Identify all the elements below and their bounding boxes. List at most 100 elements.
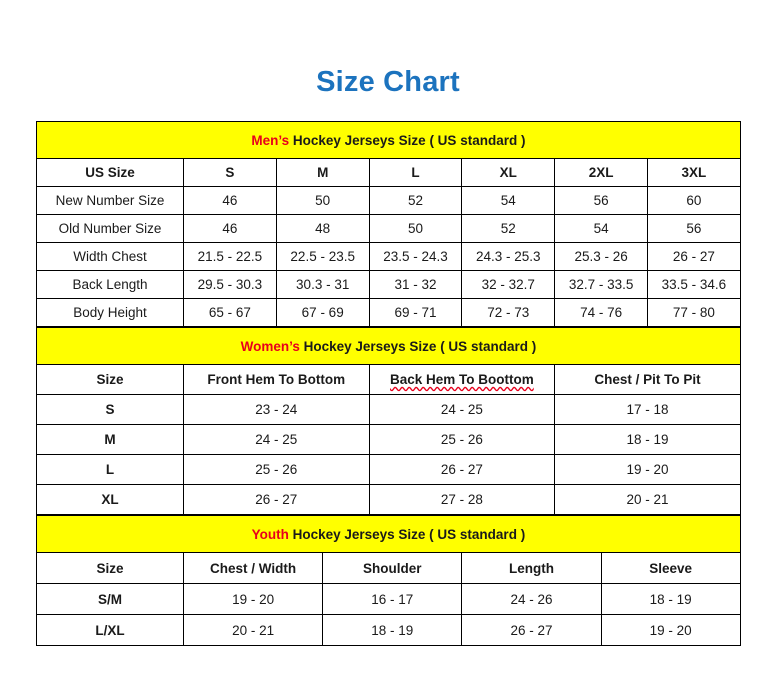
womens-cell: 23 - 24 <box>183 394 370 425</box>
size-tables-container: Men’s Hockey Jerseys Size ( US standard … <box>36 121 741 646</box>
mens-header-4: XL <box>461 158 556 187</box>
youth-row-label: S/M <box>36 583 184 615</box>
mens-cell: 26 - 27 <box>646 242 741 271</box>
mens-cell: 52 <box>368 186 463 215</box>
mens-cell: 50 <box>275 186 370 215</box>
mens-cell: 56 <box>554 186 648 215</box>
mens-cell: 21.5 - 22.5 <box>183 242 277 271</box>
mens-header-row: US Size S M L XL 2XL 3XL <box>36 158 741 187</box>
youth-cell: 19 - 20 <box>600 614 741 646</box>
mens-header-6: 3XL <box>646 158 741 187</box>
mens-row-label: Back Length <box>36 270 184 299</box>
womens-cell: 24 - 25 <box>183 424 370 455</box>
table-row: M 24 - 25 25 - 26 18 - 19 <box>36 424 741 455</box>
youth-cell: 18 - 19 <box>600 583 741 615</box>
mens-cell: 25.3 - 26 <box>554 242 648 271</box>
mens-cell: 29.5 - 30.3 <box>183 270 277 299</box>
youth-header-row: Size Chest / Width Shoulder Length Sleev… <box>36 552 741 584</box>
mens-banner-cell: Men’s Hockey Jerseys Size ( US standard … <box>36 121 741 159</box>
youth-header-2: Shoulder <box>322 552 463 584</box>
mens-cell: 46 <box>183 214 277 243</box>
womens-cell: 26 - 27 <box>368 454 556 485</box>
mens-cell: 46 <box>183 186 277 215</box>
youth-banner-row: Youth Hockey Jerseys Size ( US standard … <box>36 515 741 553</box>
mens-row-label: Width Chest <box>36 242 184 271</box>
mens-cell: 60 <box>646 186 741 215</box>
youth-banner-cell: Youth Hockey Jerseys Size ( US standard … <box>36 515 741 553</box>
youth-cell: 16 - 17 <box>322 583 463 615</box>
womens-cell: 25 - 26 <box>183 454 370 485</box>
womens-cell: 18 - 19 <box>554 424 741 455</box>
womens-header-2: Back Hem To Boottom <box>368 364 556 395</box>
mens-size-table: Men’s Hockey Jerseys Size ( US standard … <box>36 121 741 327</box>
youth-cell: 20 - 21 <box>182 614 324 646</box>
mens-banner-row: Men’s Hockey Jerseys Size ( US standard … <box>36 121 741 159</box>
table-row: Back Length 29.5 - 30.3 30.3 - 31 31 - 3… <box>36 270 741 299</box>
womens-cell: 25 - 26 <box>368 424 556 455</box>
womens-banner-accent: Women’s <box>240 338 300 354</box>
womens-header-0: Size <box>36 364 184 395</box>
youth-header-1: Chest / Width <box>182 552 324 584</box>
mens-header-1: S <box>183 158 277 187</box>
womens-banner-row: Women’s Hockey Jerseys Size ( US standar… <box>36 327 741 365</box>
mens-banner-rest: Hockey Jerseys Size ( US standard ) <box>289 132 526 148</box>
womens-row-label: M <box>36 424 184 455</box>
table-row: L/XL 20 - 21 18 - 19 26 - 27 19 - 20 <box>36 614 741 646</box>
youth-size-table: Youth Hockey Jerseys Size ( US standard … <box>36 515 741 646</box>
mens-cell: 30.3 - 31 <box>275 270 370 299</box>
womens-cell: 26 - 27 <box>183 484 370 515</box>
mens-row-label: New Number Size <box>36 186 184 215</box>
youth-banner-accent: Youth <box>251 526 289 542</box>
mens-cell: 23.5 - 24.3 <box>368 242 463 271</box>
youth-header-4: Sleeve <box>600 552 741 584</box>
mens-header-3: L <box>368 158 463 187</box>
womens-header-3: Chest / Pit To Pit <box>554 364 741 395</box>
womens-row-label: XL <box>36 484 184 515</box>
youth-banner-rest: Hockey Jerseys Size ( US standard ) <box>288 526 526 542</box>
youth-cell: 26 - 27 <box>461 614 602 646</box>
youth-cell: 19 - 20 <box>182 583 324 615</box>
mens-banner-accent: Men’s <box>251 132 290 148</box>
youth-header-3: Length <box>461 552 602 584</box>
mens-header-0: US Size <box>36 158 184 187</box>
mens-cell: 52 <box>461 214 556 243</box>
youth-row-label: L/XL <box>36 614 184 646</box>
mens-cell: 56 <box>646 214 741 243</box>
womens-banner-cell: Women’s Hockey Jerseys Size ( US standar… <box>36 327 741 365</box>
mens-row-label: Body Height <box>36 298 184 327</box>
womens-size-table: Women’s Hockey Jerseys Size ( US standar… <box>36 327 741 515</box>
womens-header-row: Size Front Hem To Bottom Back Hem To Boo… <box>36 364 741 395</box>
mens-cell: 67 - 69 <box>275 298 370 327</box>
mens-header-2: M <box>275 158 370 187</box>
womens-header-2-text: Back Hem To Boottom <box>390 372 534 387</box>
mens-cell: 69 - 71 <box>368 298 463 327</box>
womens-row-label: S <box>36 394 184 425</box>
mens-cell: 65 - 67 <box>183 298 277 327</box>
table-row: S/M 19 - 20 16 - 17 24 - 26 18 - 19 <box>36 583 741 615</box>
mens-cell: 32 - 32.7 <box>461 270 556 299</box>
mens-cell: 50 <box>368 214 463 243</box>
table-row: S 23 - 24 24 - 25 17 - 18 <box>36 394 741 425</box>
table-row: Body Height 65 - 67 67 - 69 69 - 71 72 -… <box>36 298 741 327</box>
mens-cell: 48 <box>275 214 370 243</box>
mens-header-5: 2XL <box>554 158 648 187</box>
womens-cell: 24 - 25 <box>368 394 556 425</box>
table-row: L 25 - 26 26 - 27 19 - 20 <box>36 454 741 485</box>
mens-cell: 77 - 80 <box>646 298 741 327</box>
youth-cell: 24 - 26 <box>461 583 602 615</box>
womens-cell: 17 - 18 <box>554 394 741 425</box>
mens-cell: 31 - 32 <box>368 270 463 299</box>
mens-cell: 54 <box>554 214 648 243</box>
womens-row-label: L <box>36 454 184 485</box>
page-title: Size Chart <box>316 66 460 98</box>
table-row: New Number Size 46 50 52 54 56 60 <box>36 186 741 215</box>
mens-cell: 74 - 76 <box>554 298 648 327</box>
table-row: XL 26 - 27 27 - 28 20 - 21 <box>36 484 741 515</box>
mens-cell: 54 <box>461 186 556 215</box>
youth-cell: 18 - 19 <box>322 614 463 646</box>
mens-cell: 32.7 - 33.5 <box>554 270 648 299</box>
mens-row-label: Old Number Size <box>36 214 184 243</box>
mens-cell: 72 - 73 <box>461 298 556 327</box>
mens-cell: 22.5 - 23.5 <box>275 242 370 271</box>
